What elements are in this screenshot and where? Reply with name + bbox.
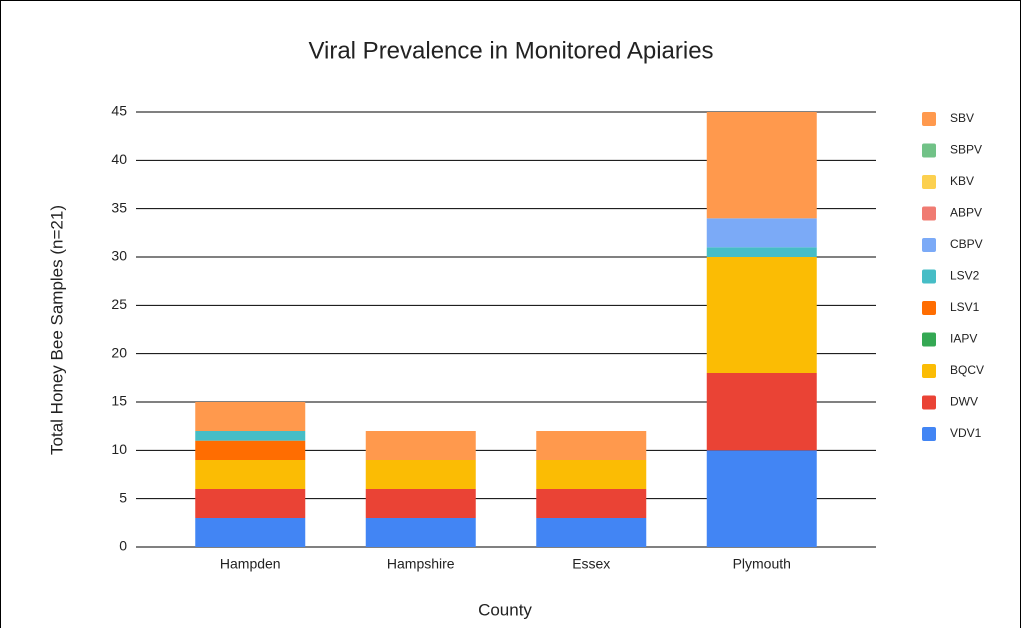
x-tick-label: Hampden [220, 556, 281, 572]
legend-label: LSV1 [950, 300, 980, 314]
bar-segment [706, 373, 817, 451]
legend-label: BQCV [950, 363, 984, 377]
legend-label: CBPV [950, 237, 983, 251]
legend-swatch [922, 427, 936, 441]
bar-segment [536, 431, 647, 460]
legend-swatch [922, 143, 936, 158]
x-tick-label: Essex [572, 556, 610, 572]
y-tick-label: 20 [111, 344, 127, 360]
legend-label: IAPV [950, 332, 977, 346]
y-tick-label: 45 [111, 103, 127, 119]
bar-segment [365, 489, 476, 518]
bar-segment [536, 460, 647, 489]
chart-title: Viral Prevalence in Monitored Apiaries [308, 37, 713, 64]
bar-segment [706, 247, 817, 257]
bar-segment [195, 431, 306, 441]
legend-label: KBV [950, 174, 974, 188]
bar-segment [195, 518, 306, 547]
bar-segment [195, 440, 306, 460]
y-tick-label: 5 [119, 489, 127, 505]
legend-label: LSV2 [950, 269, 980, 283]
x-tick-label: Plymouth [733, 556, 791, 572]
legend-label: ABPV [950, 206, 982, 220]
bar-segment [706, 450, 817, 547]
x-axis-label: County [478, 600, 532, 619]
legend-swatch [922, 112, 936, 126]
y-tick-label: 35 [111, 199, 127, 215]
y-tick-label: 15 [111, 393, 127, 409]
legend-swatch [922, 301, 936, 315]
legend-label: SBPV [950, 143, 982, 157]
bar-segment [706, 218, 817, 248]
bar-segment [536, 518, 647, 547]
bar-segment [706, 257, 817, 373]
bar-segment [365, 518, 476, 547]
legend-swatch [922, 175, 936, 189]
legend-swatch [922, 238, 936, 252]
y-tick-label: 30 [111, 248, 127, 264]
y-axis-label: Total Honey Bee Samples (n=21) [47, 205, 66, 455]
y-tick-label: 40 [111, 151, 127, 167]
legend-swatch [922, 269, 936, 284]
bar-segment [195, 460, 306, 489]
legend-swatch [922, 395, 936, 410]
bar-segment [195, 402, 306, 431]
bar-segment [536, 489, 647, 518]
legend-swatch [922, 364, 936, 378]
legend-label: SBV [950, 111, 974, 125]
legend-label: VDV1 [950, 426, 982, 440]
bar-segment [706, 112, 817, 219]
x-tick-label: Hampshire [387, 556, 455, 572]
y-tick-label: 10 [111, 441, 127, 457]
legend-label: DWV [950, 395, 978, 409]
y-tick-label: 25 [111, 296, 127, 312]
legend-swatch [922, 206, 936, 221]
bar-segment [365, 431, 476, 460]
y-tick-label: 0 [119, 538, 127, 554]
legend-swatch [922, 332, 936, 347]
bar-segment [365, 460, 476, 489]
bar-segment [195, 489, 306, 518]
